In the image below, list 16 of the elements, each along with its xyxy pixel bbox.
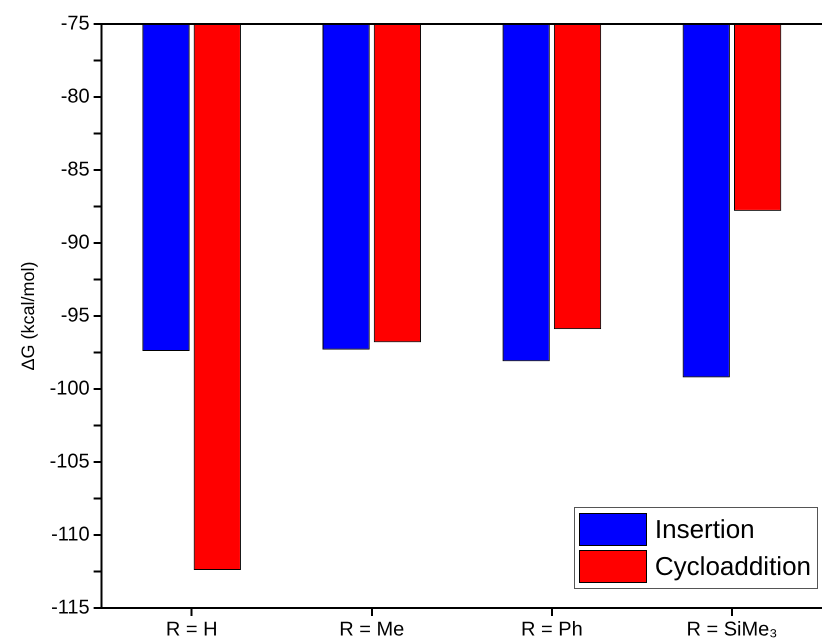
y-tick-label: -115 — [51, 596, 90, 619]
y-tick-label: -85 — [60, 158, 90, 181]
y-tick-label: -95 — [60, 304, 90, 327]
y-tick-label: -100 — [50, 378, 90, 400]
x-tick-label: R = Me — [339, 618, 404, 641]
y-tick-label: -110 — [51, 524, 90, 546]
legend-label: Insertion — [654, 514, 755, 545]
x-tick-label: R = H — [166, 618, 218, 641]
legend-label: Cycloaddition — [654, 551, 811, 582]
x-tick-label: R = Ph — [521, 618, 583, 641]
x-tick-label: R = SiMe₃ — [686, 618, 778, 641]
y-tick-label: -75 — [60, 12, 90, 35]
y-tick-label: -105 — [50, 450, 90, 473]
y-axis-title: ΔG (kcal/mol) — [18, 261, 38, 371]
y-tick-label: -80 — [60, 86, 90, 108]
y-tick-label: -90 — [60, 232, 90, 254]
